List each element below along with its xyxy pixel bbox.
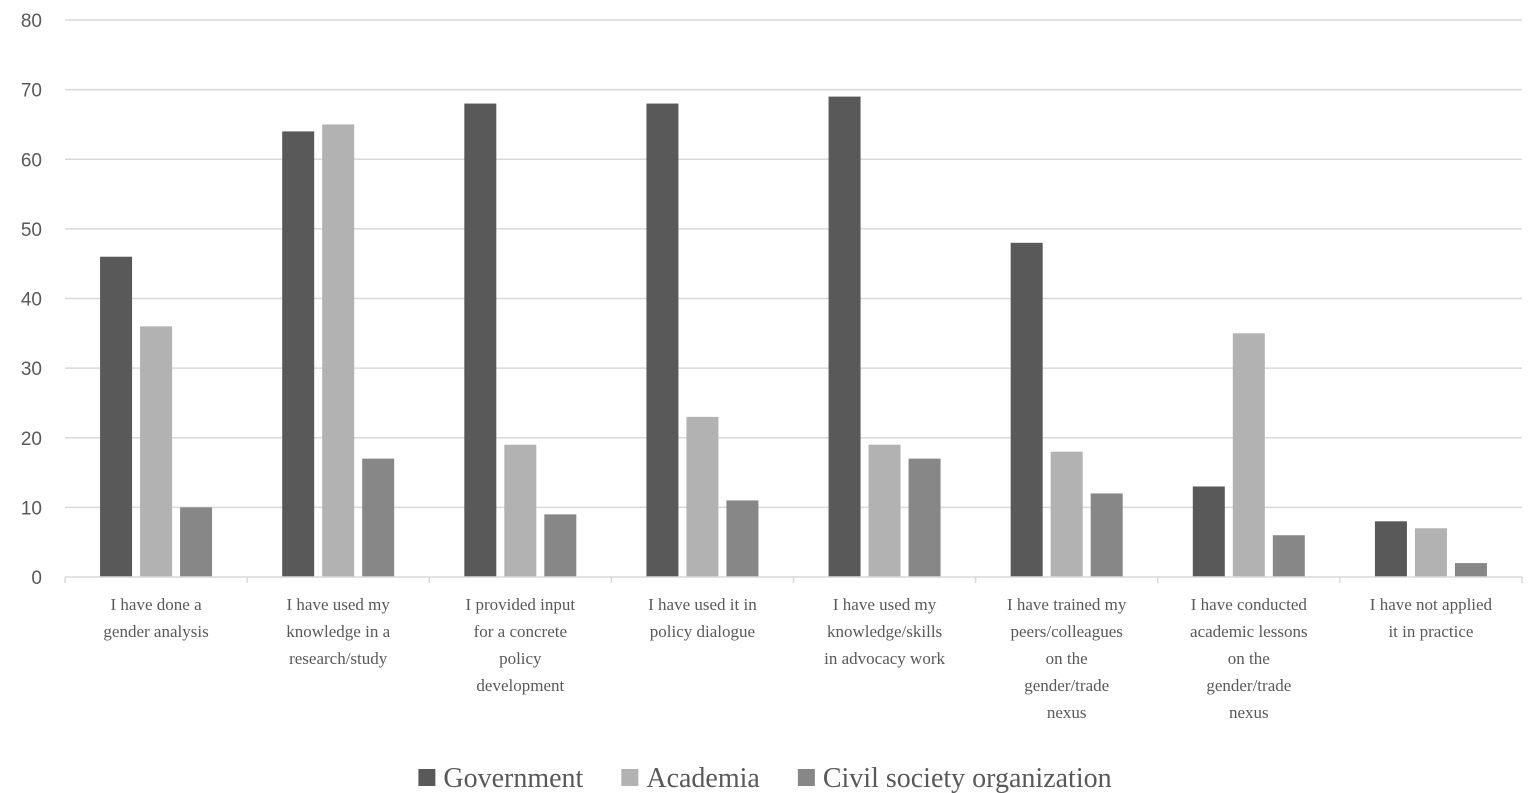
x-axis-labels: I have done a gender analysis I have used … [64, 577, 1523, 722]
bar-academia [322, 124, 355, 577]
legend-swatch [418, 769, 436, 786]
legend-label: Academia [646, 763, 760, 793]
x-category-label-line: knowledge/skills [827, 622, 942, 641]
x-category-label: I have not applied it in practice [1370, 595, 1493, 641]
x-category-label: I have used my knowledge in a research/stu… [286, 595, 390, 668]
x-category-label-line: policy dialogue [650, 622, 755, 641]
x-category-label-line: on the [1228, 649, 1270, 668]
legend-swatch [621, 769, 639, 786]
bar-civil-society-organization [1454, 563, 1487, 577]
x-category-label-line: research/study [289, 649, 388, 668]
legend: Government Academia Civil society organiza… [418, 763, 1112, 793]
y-tick-label: 20 [21, 429, 42, 450]
bar-civil-society-organization [1272, 535, 1305, 577]
bar-civil-society-organization [908, 458, 941, 577]
bar-civil-society-organization [180, 507, 213, 577]
x-category-label-line: gender analysis [103, 622, 208, 641]
x-category-label-line: I have trained my [1007, 595, 1127, 614]
y-tick-label: 50 [21, 220, 42, 241]
bar-academia [868, 444, 901, 577]
bar-government [1192, 486, 1225, 577]
bar-academia [1050, 451, 1083, 577]
bar-government [828, 96, 861, 578]
x-category-label: I have trained my peers/colleagues on the g… [1007, 595, 1127, 722]
y-tick-label: 30 [21, 359, 42, 380]
y-tick-label: 80 [21, 11, 42, 32]
bar-government [1010, 242, 1043, 578]
legend-label: Civil society organization [823, 763, 1112, 793]
x-category-label-line: I have used my [833, 595, 937, 614]
x-category-label-line: on the [1046, 649, 1088, 668]
bar-academia [140, 326, 173, 577]
x-category-label-line: for a concrete [474, 622, 567, 641]
y-tick-label: 0 [31, 568, 42, 589]
x-category-label: I have used my knowledge/skills in advocac… [824, 595, 945, 668]
x-category-label-line: peers/colleagues [1011, 622, 1123, 641]
x-category-label-line: in advocacy work [824, 649, 945, 668]
y-tick-label: 60 [21, 150, 42, 171]
bar-civil-society-organization [726, 500, 759, 577]
x-category-label-line: academic lessons [1190, 622, 1308, 641]
x-category-label: I have conducted academic lessons on the ge… [1190, 595, 1308, 722]
y-tick-label: 40 [21, 290, 42, 311]
legend-swatch [797, 769, 815, 786]
bar-civil-society-organization [362, 458, 395, 577]
x-category-label-line: I have used it in [648, 595, 757, 614]
bar-civil-society-organization [1090, 493, 1123, 577]
y-axis-ticks: 0 10 20 30 40 50 60 70 80 [21, 11, 42, 589]
bars [100, 96, 1487, 578]
bar-academia [1232, 333, 1265, 577]
x-category-label-line: nexus [1047, 703, 1087, 722]
x-category-label-line: I have conducted [1191, 595, 1308, 614]
x-category-label-line: knowledge in a [286, 622, 390, 641]
x-category-label-line: policy [499, 649, 542, 668]
bar-academia [504, 444, 537, 577]
x-category-label-line: nexus [1229, 703, 1269, 722]
y-tick-label: 70 [21, 81, 42, 102]
x-category-label-line: I have used my [286, 595, 390, 614]
x-category-label: I provided input for a concrete policy deve… [466, 595, 576, 695]
x-category-label-line: I have not applied [1370, 595, 1493, 614]
x-category-label-line: development [476, 676, 564, 695]
x-category-label: I have done a gender analysis [103, 595, 208, 641]
x-category-label-line: it in practice [1388, 622, 1473, 641]
x-category-label-line: I provided input [466, 595, 576, 614]
legend-label: Government [443, 763, 583, 793]
bar-civil-society-organization [544, 514, 577, 577]
x-category-label: I have used it in policy dialogue [648, 595, 757, 641]
bar-government [464, 103, 497, 578]
bar-academia [1414, 528, 1447, 577]
bar-government [100, 256, 133, 577]
x-category-label-line: gender/trade [1024, 676, 1109, 695]
bar-government [646, 103, 679, 578]
x-category-label-line: I have done a [111, 595, 203, 614]
bar-government [282, 131, 315, 577]
bar-academia [686, 416, 719, 577]
x-category-label-line: gender/trade [1206, 676, 1291, 695]
y-tick-label: 10 [21, 498, 42, 519]
bar-government [1374, 521, 1407, 577]
